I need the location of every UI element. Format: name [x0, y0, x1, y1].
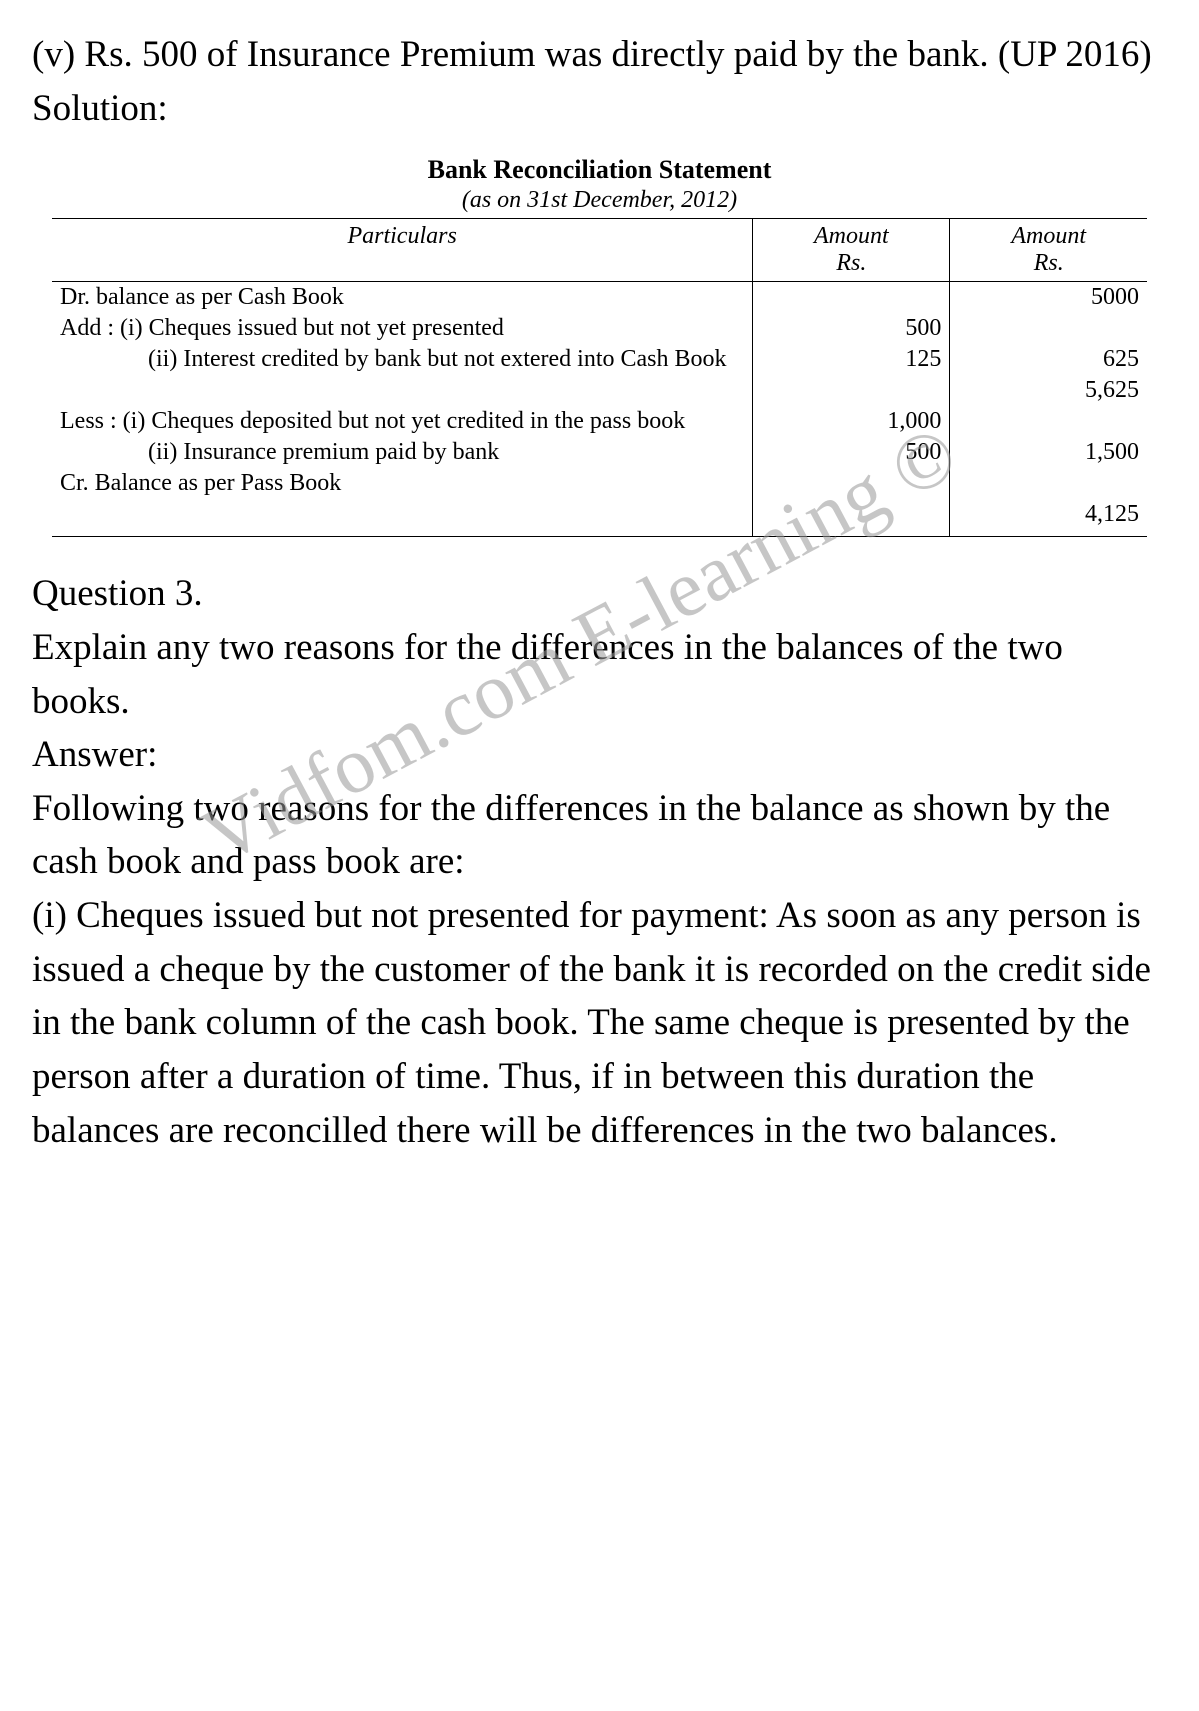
cell-amount1	[753, 468, 950, 499]
cell-particulars	[52, 499, 753, 537]
table-row: 5,625	[52, 375, 1147, 406]
cell-particulars: Less : (i) Cheques deposited but not yet…	[52, 406, 753, 437]
cell-amount1: 125	[753, 344, 950, 375]
cell-amount1	[753, 499, 950, 537]
cell-amount2	[950, 406, 1147, 437]
table-row: Add : (i) Cheques issued but not yet pre…	[52, 313, 1147, 344]
brs-title: Bank Reconciliation Statement	[52, 155, 1147, 185]
cell-amount2	[950, 313, 1147, 344]
cell-amount2: 5000	[950, 282, 1147, 314]
cell-particulars: (ii) Interest credited by bank but not e…	[52, 344, 753, 375]
cell-particulars: Cr. Balance as per Pass Book	[52, 468, 753, 499]
table-row: (ii) Insurance premium paid by bank5001,…	[52, 437, 1147, 468]
answer-label: Answer:	[32, 728, 1167, 782]
cell-particulars: Dr. balance as per Cash Book	[52, 282, 753, 314]
cell-amount2: 4,125	[950, 499, 1147, 537]
header-amount1: Amount Rs.	[753, 219, 950, 282]
question3-heading: Question 3.	[32, 567, 1167, 621]
header-amount2: Amount Rs.	[950, 219, 1147, 282]
cell-particulars: (ii) Insurance premium paid by bank	[52, 437, 753, 468]
cell-amount2: 625	[950, 344, 1147, 375]
cell-amount1	[753, 375, 950, 406]
table-row: Cr. Balance as per Pass Book	[52, 468, 1147, 499]
brs-subtitle: (as on 31st December, 2012)	[52, 187, 1147, 219]
table-row: Dr. balance as per Cash Book 5000	[52, 282, 1147, 314]
cell-particulars	[52, 375, 753, 406]
cell-amount2	[950, 468, 1147, 499]
item-v-text: (v) Rs. 500 of Insurance Premium was dir…	[32, 28, 1167, 82]
brs-table: Particulars Amount Rs. Amount Rs. Dr. ba…	[52, 219, 1147, 537]
table-row: Less : (i) Cheques deposited but not yet…	[52, 406, 1147, 437]
cell-amount1: 1,000	[753, 406, 950, 437]
cell-amount2: 1,500	[950, 437, 1147, 468]
cell-amount1: 500	[753, 313, 950, 344]
cell-particulars: Add : (i) Cheques issued but not yet pre…	[52, 313, 753, 344]
question3-prompt: Explain any two reasons for the differen…	[32, 621, 1167, 728]
brs-container: Bank Reconciliation Statement (as on 31s…	[32, 155, 1167, 537]
answer-intro: Following two reasons for the difference…	[32, 782, 1167, 889]
cell-amount1	[753, 282, 950, 314]
reason-i: (i) Cheques issued but not presented for…	[32, 889, 1167, 1157]
solution-label: Solution:	[32, 82, 1167, 136]
cell-amount1: 500	[753, 437, 950, 468]
header-particulars: Particulars	[52, 219, 753, 282]
table-row: 4,125	[52, 499, 1147, 537]
table-row: (ii) Interest credited by bank but not e…	[52, 344, 1147, 375]
cell-amount2: 5,625	[950, 375, 1147, 406]
